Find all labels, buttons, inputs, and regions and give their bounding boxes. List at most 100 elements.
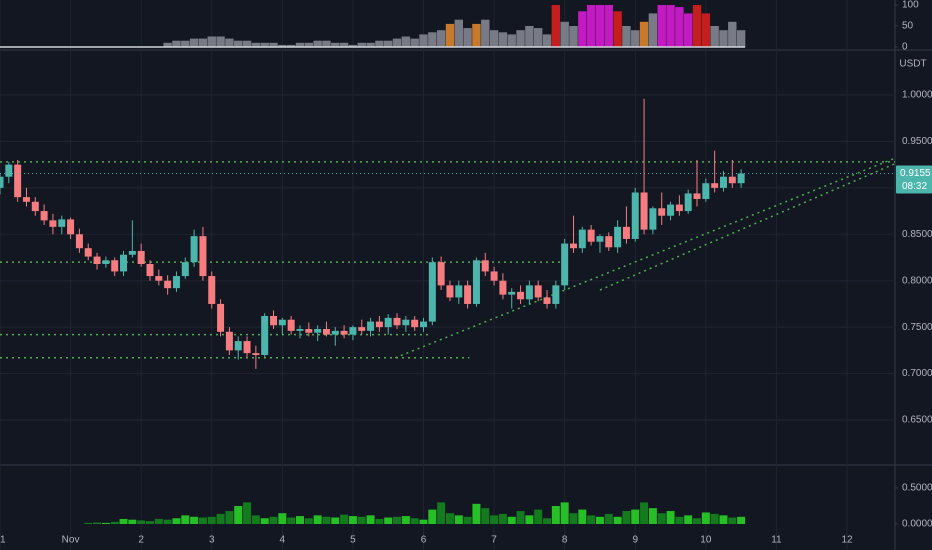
x-tick-label: Nov bbox=[62, 535, 80, 546]
volume-bar bbox=[128, 519, 137, 524]
candle-body bbox=[331, 330, 339, 335]
volume-bar bbox=[631, 509, 640, 524]
candle-body bbox=[711, 183, 719, 188]
volume-bar bbox=[366, 515, 375, 524]
candle-body bbox=[252, 353, 260, 356]
y-tick-label: 1.0000 bbox=[902, 90, 932, 101]
oscillator-bar bbox=[392, 38, 402, 47]
volume-bar bbox=[234, 506, 243, 524]
oscillator-bar bbox=[675, 7, 684, 48]
oscillator-bar bbox=[551, 5, 561, 47]
candle-body bbox=[420, 321, 428, 328]
oscillator-bar bbox=[278, 44, 287, 47]
y-tick-label: 0.9500 bbox=[902, 136, 932, 147]
oscillator-bar bbox=[339, 42, 349, 47]
oscillator-bar bbox=[225, 38, 234, 47]
candle-body bbox=[137, 250, 145, 265]
candle-body bbox=[569, 243, 577, 249]
candle-body bbox=[640, 192, 648, 230]
oscillator-bar bbox=[710, 26, 719, 47]
candle-body bbox=[508, 291, 516, 295]
candle-body bbox=[649, 208, 657, 230]
candle-body bbox=[499, 280, 507, 295]
candle-body bbox=[614, 226, 622, 248]
volume-bar bbox=[101, 522, 110, 524]
volume-bar bbox=[490, 515, 499, 524]
volume-bar bbox=[595, 516, 604, 524]
candle-body bbox=[172, 276, 180, 289]
volume-bar bbox=[278, 513, 287, 524]
volume-bar bbox=[498, 513, 507, 524]
candle-body bbox=[287, 319, 295, 331]
candle-body bbox=[719, 176, 727, 188]
last-price-tag bbox=[896, 165, 932, 194]
candle-body bbox=[40, 211, 48, 221]
candle-body bbox=[31, 201, 39, 212]
candle-body bbox=[737, 173, 745, 184]
x-tick-label: 7 bbox=[491, 535, 497, 546]
candle-body bbox=[217, 303, 225, 332]
y-tick-label: 0.8000 bbox=[902, 275, 932, 286]
candle-body bbox=[181, 262, 189, 277]
oscillator-bar bbox=[463, 28, 472, 47]
candle-body bbox=[517, 291, 525, 300]
volume-bar bbox=[648, 508, 657, 524]
candle-body bbox=[49, 220, 57, 227]
y-tick-label: 100 bbox=[902, 0, 919, 11]
x-tick-label: 8 bbox=[562, 535, 568, 546]
volume-bar bbox=[516, 511, 525, 524]
candle-body bbox=[411, 319, 419, 328]
oscillator-bar bbox=[507, 34, 516, 47]
volume-bar bbox=[693, 518, 702, 524]
volume-bar bbox=[154, 518, 163, 524]
oscillator-bar bbox=[410, 38, 419, 47]
oscillator-bar bbox=[604, 5, 613, 47]
volume-bar bbox=[684, 515, 693, 524]
candle-body bbox=[587, 229, 595, 242]
candle-body bbox=[728, 176, 736, 184]
volume-bar bbox=[737, 516, 746, 524]
candle-body bbox=[261, 316, 269, 356]
last-price-label: 0.9155 bbox=[900, 168, 931, 179]
volume-bar bbox=[701, 512, 710, 524]
oscillator-bar bbox=[313, 40, 322, 47]
volume-bar bbox=[560, 502, 569, 524]
candle-body bbox=[190, 236, 198, 263]
oscillator-bar bbox=[736, 30, 746, 47]
candle-body bbox=[208, 276, 216, 304]
oscillator-bar bbox=[613, 11, 622, 48]
candle-body bbox=[270, 316, 278, 326]
volume-bar bbox=[613, 516, 622, 524]
x-tick-label: 31 bbox=[0, 535, 6, 546]
candle-body bbox=[561, 243, 569, 286]
volume-bar bbox=[657, 513, 666, 524]
oscillator-bar bbox=[198, 38, 208, 47]
x-tick-label: 9 bbox=[632, 535, 638, 546]
candle-body bbox=[234, 341, 242, 351]
oscillator-bar bbox=[216, 36, 225, 47]
y-tick-label: 50 bbox=[902, 21, 914, 32]
oscillator-bar bbox=[401, 36, 411, 47]
candle-body bbox=[14, 164, 22, 198]
x-tick-label: 11 bbox=[771, 535, 782, 546]
volume-bar bbox=[437, 502, 446, 524]
oscillator-bar bbox=[445, 23, 455, 47]
oscillator-bar bbox=[560, 21, 569, 47]
volume-bar bbox=[507, 516, 516, 524]
candle-body bbox=[111, 260, 119, 272]
volume-bar bbox=[93, 522, 102, 524]
volume-bar bbox=[119, 518, 128, 524]
volume-bar bbox=[454, 515, 463, 524]
oscillator-bar bbox=[622, 26, 631, 47]
volume-bar bbox=[481, 508, 490, 524]
oscillator-bar bbox=[454, 19, 463, 47]
candle-body bbox=[490, 271, 498, 281]
candle-body bbox=[296, 329, 304, 331]
volume-bar bbox=[137, 520, 146, 524]
volume-bar bbox=[269, 516, 278, 524]
countdown-label: 08:32 bbox=[902, 181, 927, 192]
oscillator-bar bbox=[542, 34, 552, 47]
volume-bar bbox=[587, 515, 596, 524]
oscillator-bar bbox=[533, 28, 543, 47]
